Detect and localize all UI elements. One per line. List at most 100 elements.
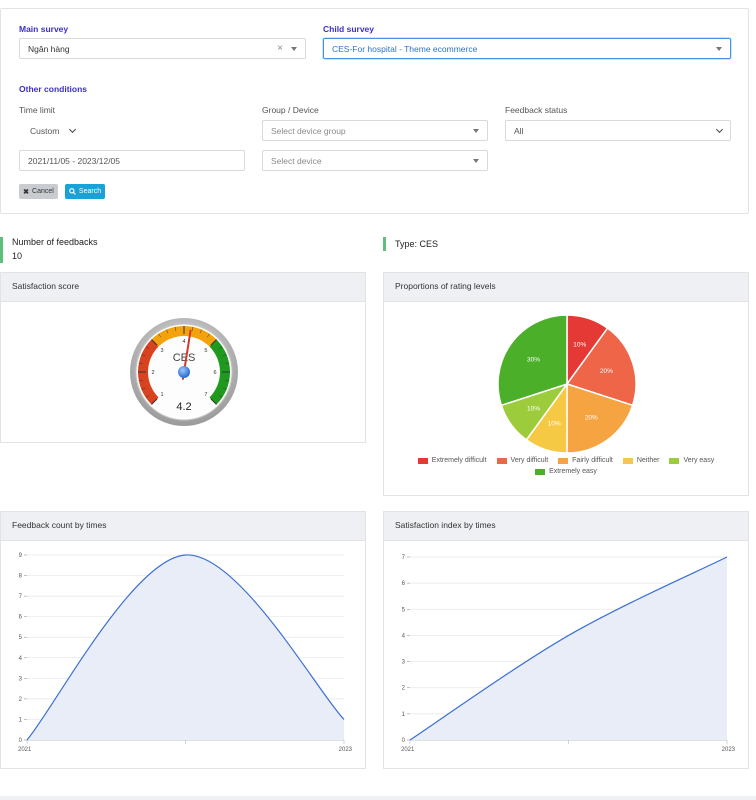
device-select[interactable]: Select device bbox=[262, 150, 488, 171]
y-tick-label: 0 bbox=[402, 738, 406, 744]
satisfaction-index-title: Satisfaction index by times bbox=[384, 512, 748, 541]
y-tick-label: 8 bbox=[19, 574, 23, 580]
x-tick-label: 2023 bbox=[339, 747, 353, 753]
y-tick-label: 1 bbox=[19, 717, 23, 723]
gauge-label: CES bbox=[173, 352, 196, 364]
satisfaction-index-card: Satisfaction index by times 0 1 2 3 4 5 6 7 2021… bbox=[383, 511, 749, 769]
device-placeholder: Select device bbox=[271, 155, 322, 166]
legend-swatch bbox=[669, 457, 680, 464]
x-tick-label: 2021 bbox=[18, 747, 32, 753]
legend-swatch bbox=[558, 457, 569, 464]
y-tick-label: 4 bbox=[402, 633, 406, 639]
y-tick-label: 6 bbox=[402, 581, 406, 587]
series-line bbox=[409, 556, 728, 741]
legend-item[interactable]: Very easy bbox=[669, 457, 714, 464]
pie-slice-label: 10% bbox=[548, 420, 561, 427]
feedback-count-title: Feedback count by times bbox=[1, 512, 365, 541]
feedback-status-select[interactable]: All bbox=[505, 120, 731, 141]
caret-down-icon bbox=[291, 46, 297, 51]
chevron-down-icon bbox=[68, 125, 77, 133]
satisfaction-score-card: Satisfaction score 1 2 3 4 5 6 7 CES 4.2 bbox=[0, 272, 366, 443]
y-tick-label: 2 bbox=[19, 697, 23, 703]
legend-swatch bbox=[417, 457, 428, 464]
y-tick-label: 7 bbox=[19, 594, 23, 600]
search-button[interactable]: Search bbox=[65, 184, 105, 199]
caret-down-icon bbox=[716, 46, 722, 51]
cancel-label: Cancel bbox=[32, 188, 54, 195]
time-limit-select[interactable]: Custom bbox=[19, 120, 84, 141]
gauge-tick bbox=[191, 326, 194, 331]
time-limit-value: Custom bbox=[30, 125, 60, 136]
pie-slice-label: 10% bbox=[527, 405, 540, 412]
legend-label: Very easy bbox=[683, 457, 715, 464]
child-survey-select[interactable]: CES-For hospital - Theme ecommerce bbox=[323, 38, 731, 59]
legend-item[interactable]: Extremely difficult bbox=[417, 457, 487, 464]
gauge-tick bbox=[174, 326, 177, 331]
type-label: Type: CES bbox=[395, 239, 439, 249]
device-group-placeholder: Select device group bbox=[271, 125, 346, 136]
date-range-input[interactable]: 2021/11/05 - 2023/12/05 bbox=[19, 150, 245, 171]
main-survey-select[interactable]: Ngân hàng × bbox=[19, 38, 306, 59]
cancel-button[interactable]: ✖ Cancel bbox=[19, 184, 58, 199]
feedbacks-label: Number of feedbacks bbox=[12, 237, 98, 247]
gauge-tick bbox=[141, 387, 146, 390]
search-label: Search bbox=[78, 188, 102, 195]
date-range-value: 2021/11/05 - 2023/12/05 bbox=[28, 155, 121, 166]
series-line bbox=[26, 554, 345, 741]
pie-slice[interactable] bbox=[566, 382, 634, 453]
legend-item[interactable]: Fairly difficult bbox=[558, 457, 613, 464]
gauge-band-high bbox=[209, 339, 231, 405]
y-tick-label: 2 bbox=[402, 686, 406, 692]
pie-slice[interactable] bbox=[497, 314, 568, 407]
gauge-tick bbox=[158, 333, 161, 338]
satisfaction-index-chart: 0 1 2 3 4 5 6 7 2021 2023 bbox=[401, 555, 736, 753]
child-survey-label: Child survey bbox=[323, 24, 375, 34]
gauge-tick bbox=[145, 346, 150, 349]
main-survey-value: Ngân hàng bbox=[28, 43, 70, 54]
gauge-tick-label: 6 bbox=[213, 370, 216, 376]
device-group-select[interactable]: Select device group bbox=[262, 120, 488, 141]
feedback-status-label: Feedback status bbox=[505, 105, 568, 115]
legend-item[interactable]: Very difficult bbox=[496, 457, 549, 464]
clear-icon[interactable]: × bbox=[277, 43, 283, 54]
gauge-tick bbox=[222, 354, 227, 357]
gauge-tick bbox=[141, 354, 146, 357]
gauge-tick bbox=[225, 362, 230, 365]
footer-bar bbox=[0, 796, 756, 800]
search-icon bbox=[69, 188, 76, 195]
gauge-tick bbox=[218, 346, 223, 349]
legend-label: Fairly difficult bbox=[572, 457, 613, 464]
legend-item[interactable]: Extremely easy bbox=[535, 468, 597, 475]
gauge-tick bbox=[207, 333, 210, 338]
gauge-tick bbox=[199, 329, 202, 334]
legend-item[interactable]: Neither bbox=[622, 457, 659, 464]
legend-swatch bbox=[622, 457, 633, 464]
feedbacks-value: 10 bbox=[12, 251, 23, 261]
y-tick-label: 9 bbox=[19, 553, 23, 559]
gauge-band-low bbox=[138, 339, 159, 405]
gauge-tick bbox=[210, 339, 217, 346]
group-device-label: Group / Device bbox=[262, 105, 319, 115]
time-limit-label: Time limit bbox=[19, 105, 56, 115]
pie-slice[interactable] bbox=[565, 327, 637, 407]
legend-label: Very difficult bbox=[510, 457, 549, 464]
satisfaction-gauge: 1 2 3 4 5 6 7 CES 4.2 bbox=[130, 318, 238, 426]
caret-down-icon bbox=[473, 128, 479, 133]
gauge-tick bbox=[138, 379, 143, 382]
caret-down-icon bbox=[473, 158, 479, 163]
gauge-tick-label: 2 bbox=[151, 370, 154, 376]
gauge-tick bbox=[145, 395, 150, 398]
gauge-knob bbox=[178, 366, 190, 378]
feedbacks-stat: Number of feedbacks 10 bbox=[0, 237, 98, 263]
pie-slice-label: 20% bbox=[585, 414, 598, 421]
x-tick-label: 2021 bbox=[401, 747, 415, 753]
gauge-tick bbox=[218, 395, 223, 398]
area-fill bbox=[410, 557, 727, 740]
pie-slice-label: 20% bbox=[600, 368, 613, 375]
proportions-pie-chart: 10% 20% 20% 10% 10% 30% bbox=[497, 314, 637, 453]
gauge-tick bbox=[138, 362, 143, 365]
y-tick-label: 0 bbox=[19, 738, 23, 744]
proportions-card: Proportions of rating levels 10% 20% 20% 10… bbox=[383, 272, 749, 496]
pie-legend: Extremely difficult Very difficult Fairly … bbox=[384, 457, 748, 475]
gauge-tick-label: 3 bbox=[161, 348, 164, 354]
